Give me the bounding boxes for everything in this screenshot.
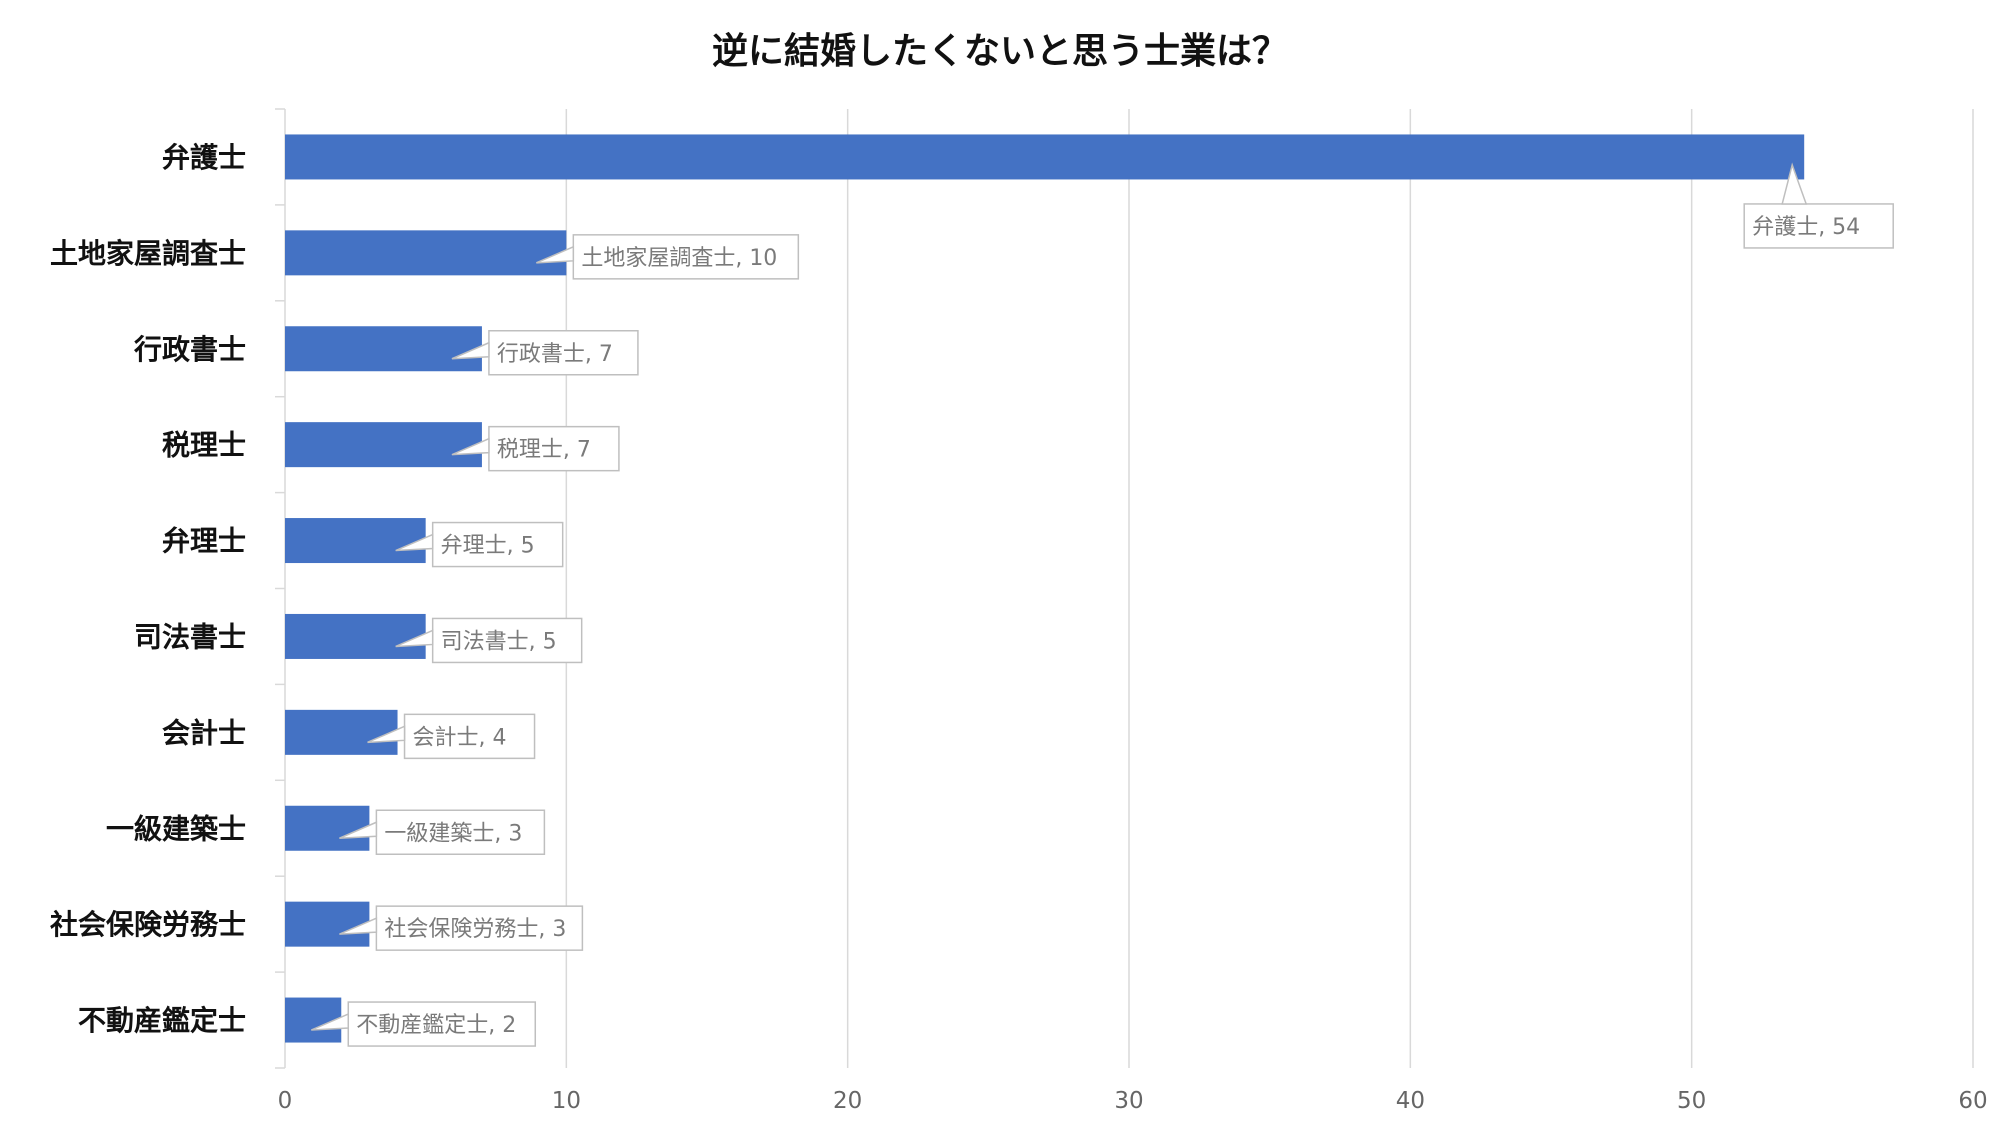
x-tick-label: 40	[1396, 1088, 1425, 1114]
category-label: 社会保険労務士	[50, 908, 246, 941]
data-label: 税理士, 7	[497, 438, 591, 463]
data-label-pointer	[339, 821, 378, 839]
data-label-pointer	[367, 725, 406, 744]
bar	[285, 613, 426, 659]
data-label-fill	[433, 619, 581, 662]
bar	[285, 805, 370, 851]
category-label: 一級建築士	[106, 812, 246, 845]
category-label: 税理士	[162, 429, 246, 462]
data-label: 一級建築士, 3	[384, 821, 522, 846]
category-label: 会計士	[162, 716, 246, 749]
data-label-fill	[433, 523, 562, 566]
bar	[285, 997, 342, 1043]
data-label-fill	[489, 427, 618, 470]
data-label: 社会保険労務士, 3	[384, 917, 566, 942]
bar	[285, 134, 1805, 180]
bar	[285, 230, 567, 276]
category-label: 行政書士	[133, 333, 246, 366]
data-label: 土地家屋調査士, 10	[581, 246, 777, 271]
data-label-fill	[489, 331, 637, 374]
data-label-pointer	[536, 245, 575, 264]
x-tick-label: 60	[1958, 1088, 1987, 1114]
category-label: 不動産鑑定士	[78, 1004, 246, 1037]
x-tick-label: 20	[833, 1088, 862, 1114]
bar	[285, 518, 426, 564]
data-label-fill	[574, 235, 798, 278]
category-label: 弁理士	[162, 525, 246, 558]
category-label: 土地家屋調査士	[50, 237, 246, 270]
x-tick-label: 0	[278, 1088, 293, 1114]
data-label: 弁護士, 54	[1752, 215, 1860, 240]
x-tick-label: 10	[552, 1088, 581, 1114]
bar	[285, 422, 482, 468]
data-label-pointer	[1781, 162, 1808, 205]
data-label-pointer	[395, 629, 434, 648]
data-label-fill	[405, 715, 534, 758]
data-label-fill	[349, 1003, 535, 1046]
data-label-pointer	[451, 437, 490, 456]
data-label-fill	[377, 811, 544, 854]
data-label: 司法書士, 5	[441, 629, 557, 654]
bar	[285, 709, 398, 755]
category-label: 司法書士	[134, 620, 246, 653]
x-tick-label: 50	[1677, 1088, 1706, 1114]
bar	[285, 326, 482, 372]
data-label-pointer	[339, 917, 378, 935]
data-label-pointer	[395, 533, 434, 552]
data-label-fill	[377, 907, 582, 950]
data-label: 会計士, 4	[413, 725, 507, 750]
data-label: 弁理士, 5	[441, 534, 535, 559]
data-label-fill	[1745, 204, 1893, 247]
x-tick-label: 30	[1114, 1088, 1143, 1114]
chart-title: 逆に結婚したくないと思う士業は？	[711, 31, 1288, 72]
data-label-pointer	[451, 341, 490, 360]
bar	[285, 901, 370, 947]
category-label: 弁護士	[162, 141, 246, 174]
data-label: 行政書士, 7	[497, 342, 613, 367]
data-label-pointer	[310, 1012, 350, 1031]
data-label: 不動産鑑定士, 2	[356, 1013, 516, 1038]
